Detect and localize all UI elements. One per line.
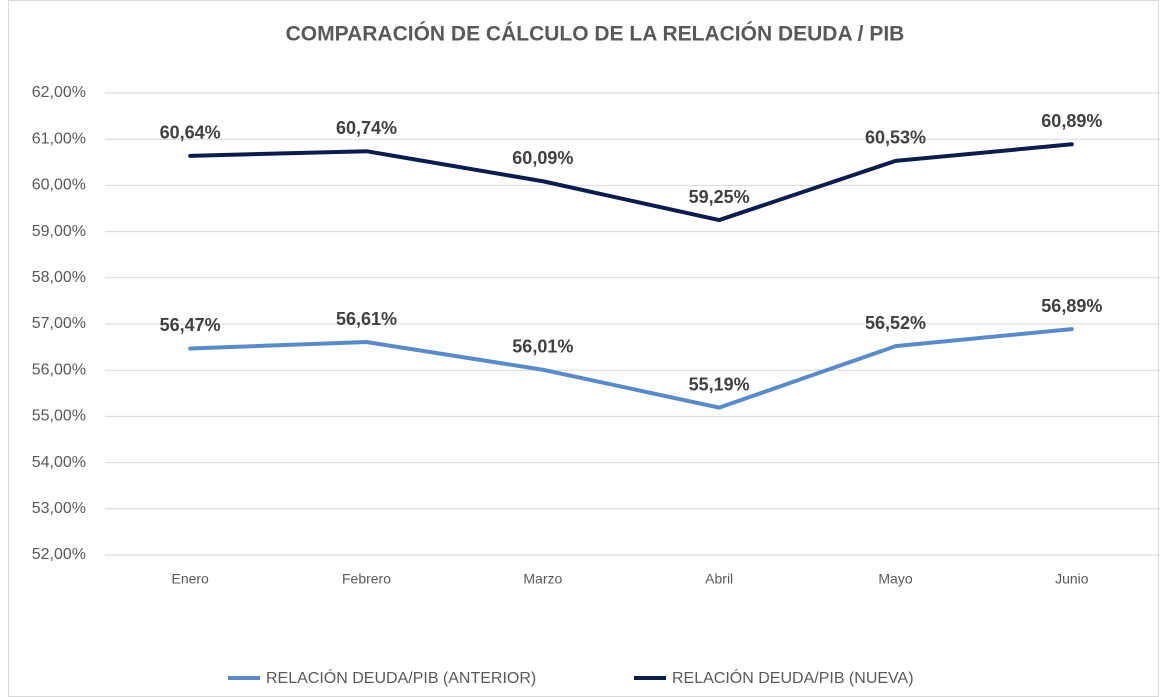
data-label: 60,64%	[160, 123, 221, 143]
y-tick-label: 53,00%	[32, 500, 86, 517]
data-label: 56,61%	[336, 309, 397, 329]
y-tick-label: 52,00%	[32, 546, 86, 563]
y-tick-label: 58,00%	[32, 269, 86, 286]
x-tick-label: Junio	[1055, 571, 1089, 587]
chart-title: COMPARACIÓN DE CÁLCULO DE LA RELACIÓN DE…	[286, 22, 905, 46]
x-tick-label: Mayo	[878, 571, 912, 587]
y-tick-label: 59,00%	[32, 223, 86, 240]
y-tick-label: 56,00%	[32, 361, 86, 378]
data-label: 56,52%	[865, 313, 926, 333]
x-tick-label: Enero	[171, 571, 209, 587]
x-tick-label: Marzo	[523, 571, 562, 587]
y-tick-label: 60,00%	[32, 177, 86, 194]
x-tick-label: Febrero	[342, 571, 391, 587]
series-line	[188, 142, 1074, 223]
data-label: 56,01%	[512, 336, 573, 356]
data-label: 55,19%	[689, 374, 750, 394]
legend-label: RELACIÓN DEUDA/PIB (NUEVA)	[672, 668, 914, 687]
data-label: 59,25%	[689, 187, 750, 207]
data-label: 60,89%	[1041, 111, 1102, 131]
data-label: 60,74%	[336, 118, 397, 138]
y-tick-label: 57,00%	[32, 315, 86, 332]
data-label: 56,89%	[1041, 296, 1102, 316]
data-label: 56,47%	[160, 315, 221, 335]
legend-label: RELACIÓN DEUDA/PIB (ANTERIOR)	[266, 668, 536, 687]
y-tick-label: 61,00%	[32, 130, 86, 147]
series-line	[188, 327, 1074, 410]
chart-frame	[8, 0, 1159, 697]
y-tick-label: 55,00%	[32, 408, 86, 425]
y-tick-label: 62,00%	[32, 84, 86, 101]
data-label: 60,53%	[865, 128, 926, 148]
x-tick-label: Abril	[705, 571, 733, 587]
y-tick-label: 54,00%	[32, 454, 86, 471]
data-label: 60,09%	[512, 148, 573, 168]
